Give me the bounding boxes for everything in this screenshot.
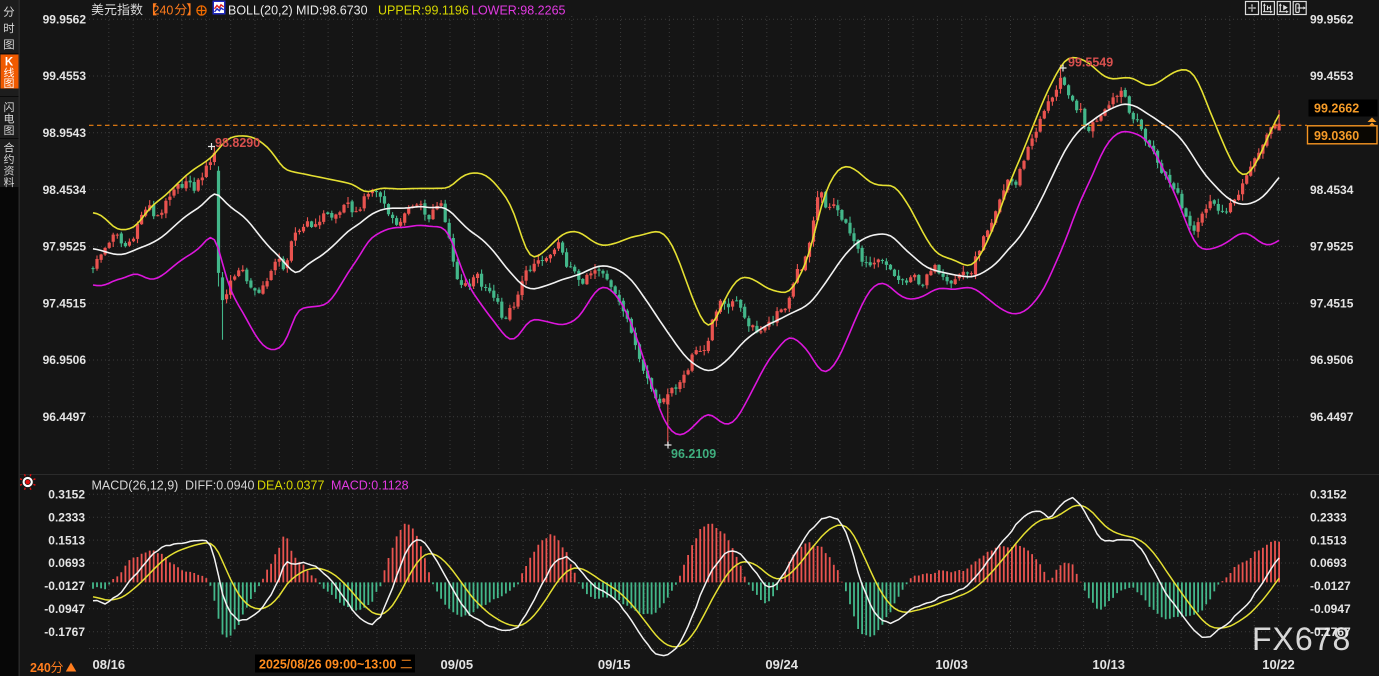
svg-text:96.9506: 96.9506 [43, 353, 87, 367]
svg-text:08/16: 08/16 [93, 657, 126, 672]
svg-text:96.2109: 96.2109 [671, 447, 716, 461]
svg-text:-0.1767: -0.1767 [44, 625, 85, 639]
svg-text:MACD:0.1128: MACD:0.1128 [331, 479, 409, 493]
svg-text:0.0693: 0.0693 [1310, 556, 1347, 570]
svg-text:96.9506: 96.9506 [1310, 353, 1354, 367]
svg-text:-0.0127: -0.0127 [1310, 579, 1351, 593]
svg-text:0.3152: 0.3152 [1310, 488, 1347, 502]
svg-text:09/24: 09/24 [765, 657, 798, 672]
svg-text:99.4553: 99.4553 [43, 69, 87, 83]
svg-text:-0.0947: -0.0947 [44, 602, 85, 616]
svg-text:98.4534: 98.4534 [43, 183, 87, 197]
svg-text:10/03: 10/03 [935, 657, 968, 672]
svg-text:97.9525: 97.9525 [43, 240, 87, 254]
svg-text:240: 240 [153, 4, 174, 18]
svg-text:97.4515: 97.4515 [1310, 296, 1354, 310]
svg-text:BOLL(20,2): BOLL(20,2) [228, 4, 293, 18]
svg-text:MID:98.6730: MID:98.6730 [296, 4, 368, 18]
svg-text:96.4497: 96.4497 [1310, 410, 1354, 424]
svg-text:MACD(26,12,9): MACD(26,12,9) [92, 479, 179, 493]
svg-text:98.8290: 98.8290 [215, 136, 260, 150]
svg-text:240: 240 [30, 661, 51, 675]
svg-text:98.4534: 98.4534 [1310, 183, 1354, 197]
svg-text:UPPER:99.1196: UPPER:99.1196 [378, 4, 469, 18]
svg-text:-0.0127: -0.0127 [44, 579, 85, 593]
svg-text:2025/08/26 09:00~13:00: 2025/08/26 09:00~13:00 [259, 658, 396, 672]
svg-text:LOWER:98.2265: LOWER:98.2265 [471, 4, 566, 18]
svg-text:99.9562: 99.9562 [43, 12, 87, 26]
svg-text:09/15: 09/15 [598, 657, 631, 672]
svg-text:97.9525: 97.9525 [1310, 240, 1354, 254]
svg-text:K: K [5, 57, 14, 69]
svg-text:98.9543: 98.9543 [43, 126, 87, 140]
svg-text:99.5549: 99.5549 [1068, 56, 1113, 70]
svg-text:FX678: FX678 [1252, 621, 1351, 657]
svg-text:10/13: 10/13 [1092, 657, 1125, 672]
svg-text:0.2333: 0.2333 [48, 510, 85, 524]
svg-text:0.2333: 0.2333 [1310, 510, 1347, 524]
svg-text:97.4515: 97.4515 [43, 296, 87, 310]
svg-text:10/22: 10/22 [1262, 657, 1295, 672]
svg-text:0.1513: 0.1513 [48, 533, 85, 547]
svg-text:DEA:0.0377: DEA:0.0377 [257, 479, 324, 493]
svg-text:99.2662: 99.2662 [1314, 102, 1359, 116]
svg-text:96.4497: 96.4497 [43, 410, 87, 424]
svg-text:99.9562: 99.9562 [1310, 12, 1354, 26]
svg-text:0.1513: 0.1513 [1310, 533, 1347, 547]
svg-text:99.0360: 99.0360 [1314, 129, 1359, 143]
svg-text:99.4553: 99.4553 [1310, 69, 1354, 83]
svg-text:-0.1767: -0.1767 [1310, 625, 1351, 639]
svg-text:09/05: 09/05 [441, 657, 474, 672]
svg-text:DIFF:0.0940: DIFF:0.0940 [185, 479, 255, 493]
svg-text:-0.0947: -0.0947 [1310, 602, 1351, 616]
svg-text:0.0693: 0.0693 [48, 556, 85, 570]
svg-text:0.3152: 0.3152 [48, 488, 85, 502]
